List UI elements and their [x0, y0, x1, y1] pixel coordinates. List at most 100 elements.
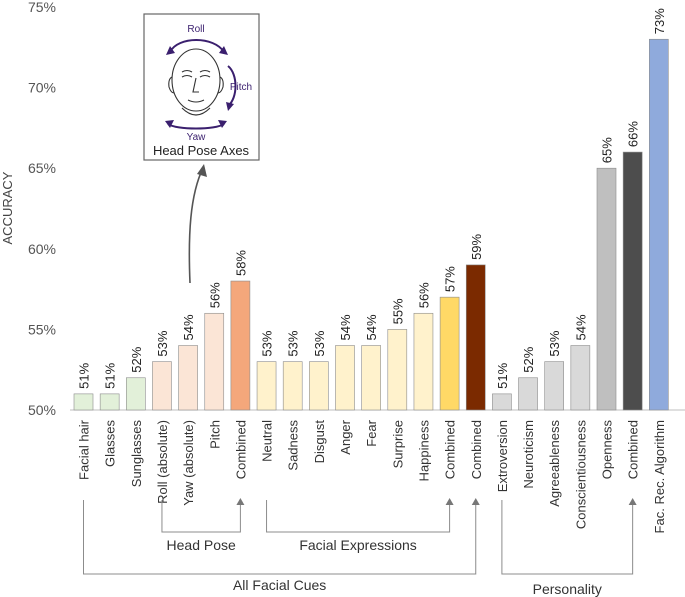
bracket-line: [501, 500, 634, 575]
bar: [361, 345, 381, 411]
bar: [230, 280, 251, 411]
y-axis-label: ACCURACY: [0, 171, 15, 244]
bar-value-label: 52%: [129, 346, 144, 372]
category-label: Combined: [233, 420, 248, 479]
category-label: Facial hair: [77, 419, 92, 480]
group-brackets: Head Pose Facial Expressions All Facial Cu…: [83, 498, 637, 597]
bracket-arrow-head: [236, 498, 245, 505]
bar: [596, 167, 617, 411]
bar-value-label: 65%: [600, 137, 615, 163]
group-label: Personality: [533, 581, 602, 597]
bars: 51% Facial hair 51% Glasses 52% Sunglasses 53%…: [73, 8, 669, 533]
bar-value-label: 52%: [521, 346, 536, 372]
bar-value-label: 54%: [364, 314, 379, 340]
category-label: Extroversion: [495, 420, 510, 492]
bar: [126, 377, 146, 411]
bar: [256, 361, 277, 411]
category-label: Neuroticism: [521, 420, 536, 489]
roll-label: Roll: [187, 24, 204, 35]
y-tick-label: 60%: [28, 241, 56, 257]
category-label: Disgust: [312, 420, 327, 464]
bar-value-label: 53%: [286, 330, 301, 356]
category-label: Happiness: [416, 420, 431, 482]
bar-value-label: 56%: [416, 282, 431, 308]
category-label: Pitch: [207, 420, 222, 449]
bar: [544, 361, 565, 411]
y-tick-label: 70%: [28, 80, 56, 96]
bar-value-label: 73%: [652, 8, 667, 34]
bar: [439, 296, 460, 411]
category-label: Surprise: [390, 420, 405, 468]
bar-value-label: 54%: [338, 314, 353, 340]
bracket-arrow-head: [445, 498, 454, 505]
y-tick-label: 65%: [28, 160, 56, 176]
bar: [648, 38, 669, 411]
yaw-arrow-head-left: [165, 120, 174, 128]
category-label: Conscientiousness: [573, 420, 588, 530]
y-tick-label: 55%: [28, 321, 56, 337]
bar-value-label: 51%: [495, 362, 510, 388]
bar: [73, 393, 94, 411]
head-pose-inset: Roll Pitch Yaw Head Pose Axes: [143, 13, 260, 161]
bar: [282, 361, 303, 411]
bar: [413, 312, 434, 411]
bar-value-label: 57%: [443, 266, 458, 292]
bar-value-label: 53%: [547, 330, 562, 356]
category-label: Combined: [626, 420, 641, 479]
category-label: Neutral: [260, 420, 275, 462]
roll-arrow: [169, 39, 225, 53]
category-label: Fac. Rec. Algorithm: [652, 420, 667, 533]
bar-value-label: 54%: [181, 314, 196, 340]
bracket-line: [83, 500, 477, 575]
category-label: Roll (absolute): [155, 420, 170, 504]
inset-arrow-head: [197, 164, 207, 177]
bar: [178, 345, 198, 411]
bar: [570, 345, 591, 411]
bar: [204, 312, 225, 411]
roll-arrow-head-left: [166, 46, 175, 55]
category-label: Combined: [469, 420, 484, 479]
bar-value-label: 53%: [155, 330, 170, 356]
bar: [492, 393, 512, 411]
bracket-arrow-head: [471, 498, 480, 505]
bar-value-label: 66%: [626, 121, 641, 147]
bar-value-label: 59%: [469, 233, 484, 259]
yaw-label: Yaw: [187, 132, 206, 143]
group-label: All Facial Cues: [233, 577, 326, 593]
group-label: Facial Expressions: [299, 537, 417, 553]
bar: [335, 345, 355, 411]
category-label: Combined: [443, 420, 458, 479]
category-label: Fear: [364, 419, 379, 446]
category-label: Glasses: [103, 420, 118, 467]
bracket-line: [266, 500, 451, 533]
bar: [152, 361, 172, 411]
head-icon: [168, 48, 224, 116]
bar-value-label: 58%: [233, 250, 248, 276]
bar: [518, 377, 538, 411]
inset-frame: [143, 13, 260, 161]
category-label: Sadness: [286, 420, 301, 471]
bar-value-label: 53%: [260, 330, 275, 356]
category-label: Anger: [338, 419, 353, 454]
pitch-label: Pitch: [230, 82, 252, 93]
bar-value-label: 55%: [390, 298, 405, 324]
category-label: Yaw (absolute): [181, 420, 196, 506]
bar-value-label: 53%: [312, 330, 327, 356]
bracket-line: [161, 500, 241, 533]
bar: [387, 329, 408, 411]
bar: [309, 361, 329, 411]
group-label: Head Pose: [167, 537, 236, 553]
bar-value-label: 51%: [103, 362, 118, 388]
pitch-arrow-head: [226, 102, 234, 111]
roll-arrow-head-right: [219, 46, 228, 55]
inset-title: Head Pose Axes: [153, 143, 250, 158]
bracket-arrow-head: [628, 498, 637, 505]
category-label: Sunglasses: [129, 420, 144, 488]
bar-value-label: 56%: [207, 282, 222, 308]
category-label: Openness: [600, 420, 615, 480]
bar: [622, 151, 643, 411]
bar-value-label: 51%: [77, 362, 92, 388]
bar: [465, 264, 486, 411]
y-tick-label: 75%: [28, 0, 56, 15]
